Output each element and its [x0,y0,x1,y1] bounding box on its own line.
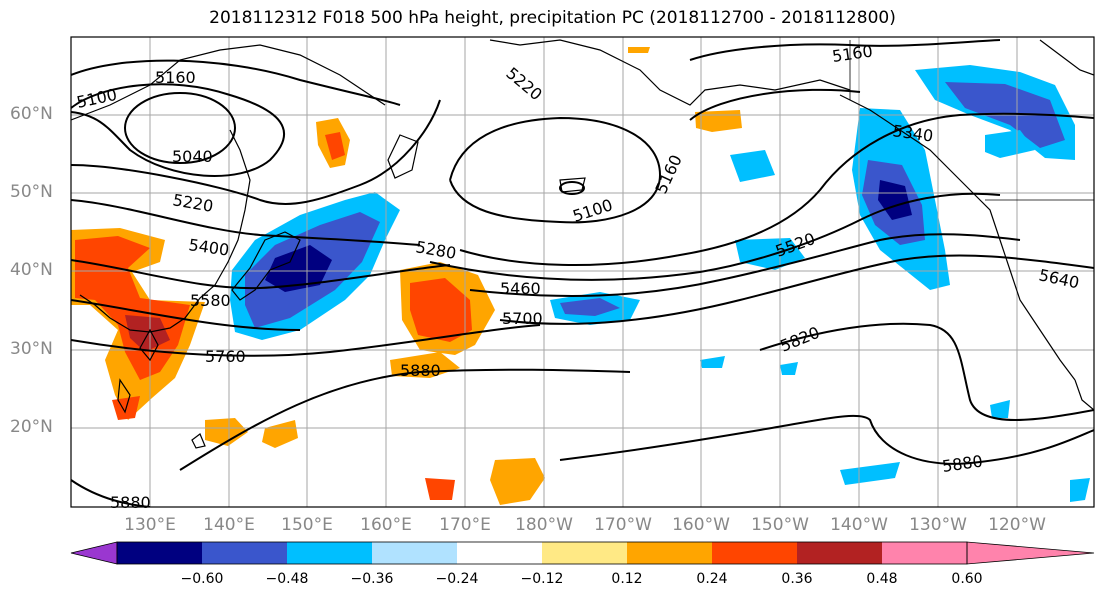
graticule [71,37,1094,507]
colorbar-tick-label: −0.24 [435,571,479,587]
map-frame [70,36,1095,508]
colorbar-tick-label: 0.24 [696,571,728,587]
contour-label: 5580 [190,291,231,310]
contour-label: 5280 [414,237,457,263]
contour-label: 5100 [75,85,119,112]
colorbar-bin [372,542,458,564]
contour-label: 5640 [1037,265,1081,292]
lon-label: 140°W [830,515,888,535]
colorbar-bin [882,542,968,564]
lat-label: 60°N [10,104,53,124]
colorbar-tick-label: 0.48 [866,571,898,587]
lon-label: 160°W [672,515,730,535]
contour-label: 5160 [155,68,196,87]
lat-label: 30°N [10,339,53,359]
colorbar-tick-label: 0.12 [611,571,643,587]
map-title: 2018112312 F018 500 hPa height, precipit… [209,8,896,28]
lon-label: 130°W [909,515,967,535]
contour-label: 5220 [171,190,214,216]
lon-label: 140°E [203,515,255,535]
colorbar-extend-high [966,541,1095,565]
colorbar-bin [797,542,883,564]
colorbar-bin [457,542,543,564]
lon-label: 160°E [360,515,412,535]
colorbar-tick-label: 0.36 [781,571,813,587]
contour-label: 5880 [941,451,984,475]
colorbar-extend-low [70,541,118,565]
contour-label: 5220 [502,64,545,105]
lat-label: 20°N [10,417,53,437]
colorbar-tick-label: −0.48 [265,571,309,587]
colorbar-bin [287,542,373,564]
colorbar-bin [542,542,628,564]
lat-label: 40°N [10,260,53,280]
lon-label: 170°E [439,515,491,535]
colorbar-bin [202,542,288,564]
lon-label: 180°W [515,515,573,535]
colorbar-bin [627,542,713,564]
colorbar-tick-label: −0.12 [520,571,564,587]
lon-label: 150°E [281,515,333,535]
colorbar-bin [712,542,798,564]
lon-label: 170°W [594,515,652,535]
colorbar-tick-label: −0.36 [350,571,394,587]
lon-label: 150°W [751,515,809,535]
colorbar [70,541,1095,565]
lon-label: 130°E [124,515,176,535]
colorbar-tick-label: −0.60 [180,571,224,587]
contour-label: 5760 [205,347,246,366]
lat-label: 50°N [10,182,53,202]
height-contours [71,39,1094,507]
contour-label: 5820 [777,323,822,356]
lon-label: 120°W [988,515,1046,535]
contour-label: 5400 [187,235,230,259]
contour-label: 5460 [500,279,541,298]
contour-label: 5880 [110,493,151,512]
contour-label: 5880 [400,361,441,380]
contour-label: 5040 [172,147,213,166]
colorbar-tick-label: 0.60 [951,571,983,587]
contour-label: 5700 [502,309,543,328]
colorbar-bin [117,542,203,564]
precip-shading [71,47,1090,505]
